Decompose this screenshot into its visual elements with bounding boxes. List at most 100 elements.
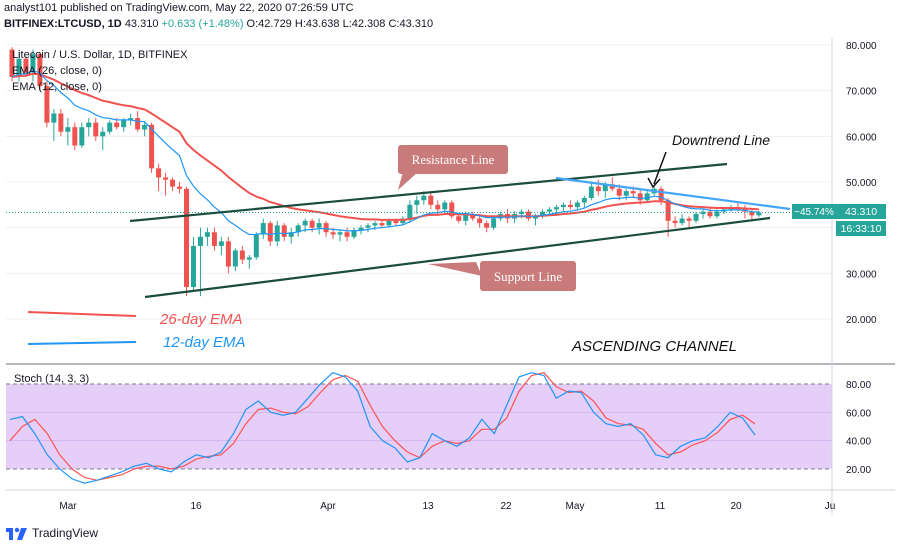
candle-body (623, 191, 629, 196)
candle-body (93, 122, 99, 137)
candle-body (665, 200, 671, 221)
candle-body (700, 211, 706, 214)
close-value: C:43.310 (388, 18, 434, 30)
candle-body (204, 232, 210, 237)
open-value: O:42.729 (246, 18, 292, 30)
stoch-d-line (9, 372, 756, 481)
candle-body (630, 191, 636, 194)
time-tick-label: 13 (422, 501, 434, 512)
candle-body (288, 232, 294, 237)
price-axis[interactable]: 80.00070.00060.00050.00040.00030.00020.0… (846, 41, 877, 326)
stoch-label: Stoch (14, 3, 3) (14, 373, 89, 385)
candle-body (128, 118, 134, 121)
last-price-tag-text: 43.310 (845, 206, 877, 218)
low-value: L:42.308 (342, 18, 386, 30)
candle-body (519, 211, 525, 214)
candle-body (484, 223, 490, 228)
candle-body (365, 225, 371, 228)
candle-body (23, 58, 29, 73)
last-price-tag (836, 204, 886, 219)
candle-body (177, 186, 183, 189)
time-tick-label: 20 (730, 501, 742, 512)
candle-body (414, 200, 420, 205)
candle-body (407, 204, 413, 219)
candle-body (616, 188, 622, 196)
candle-body (184, 188, 189, 288)
candle-body (65, 127, 71, 132)
candle-body (344, 232, 350, 237)
candle-body (197, 236, 203, 246)
candle-body (302, 220, 308, 226)
price-tick-label: 60.000 (846, 132, 877, 143)
time-axis[interactable]: Mar 16 Apr 13 22 May 11 20 Ju (59, 501, 835, 512)
price-tick-label: 50.000 (846, 178, 877, 189)
candle-body (595, 186, 601, 192)
price-tick-label: 70.000 (846, 87, 877, 98)
stoch-tick-label: 40.00 (846, 437, 871, 448)
candle-body (107, 122, 113, 132)
candle-body (379, 223, 385, 226)
candle-body (30, 54, 36, 73)
candle-body (16, 58, 22, 77)
last-price: 43.310 (124, 18, 159, 30)
candle-body (679, 218, 685, 224)
candle-body (337, 232, 343, 235)
pct-change-text: −45.74% (794, 207, 834, 218)
resistance-callout (398, 145, 508, 174)
candle-body (190, 245, 196, 288)
tradingview-branding[interactable]: TradingView (6, 526, 98, 540)
candle-body (323, 223, 329, 233)
price-tick-label: 30.000 (846, 269, 877, 280)
downtrend-label: Downtrend Line (672, 132, 770, 148)
tradingview-logo-icon (6, 527, 27, 540)
stoch-axis[interactable]: 80.00 60.00 40.00 20.00 (846, 380, 871, 476)
symbol-summary: BITFINEX:LTCUSD, 1D 43.310 +0.633 (+1.48… (4, 18, 433, 30)
candle-body (421, 195, 427, 201)
candle-body (142, 124, 148, 130)
candle-body (316, 223, 322, 228)
support-label: Support Line (494, 269, 562, 284)
candle-body (714, 211, 720, 217)
price-tick-label: 20.000 (846, 315, 877, 326)
candle-body (588, 186, 594, 198)
candle-body (156, 168, 162, 178)
candle-body (686, 218, 692, 221)
candle-body (267, 223, 273, 242)
downtrend-arrow-head (647, 177, 661, 189)
support-channel-line (144, 216, 771, 299)
candle-body (442, 202, 448, 210)
candle-body (574, 202, 580, 208)
downtrend-line (555, 176, 791, 211)
candle-body (386, 220, 392, 226)
stoch-k-line (9, 372, 756, 484)
candle-body (253, 234, 259, 258)
publisher-line: analyst101 published on TradingView.com,… (4, 2, 354, 14)
time-tick-label: Apr (320, 501, 336, 512)
candle-body (121, 120, 127, 128)
candle-body (567, 204, 573, 208)
tradingview-text: TradingView (32, 526, 99, 540)
candle-body (225, 241, 231, 267)
candle-body (309, 220, 315, 228)
candle-body (135, 118, 141, 130)
time-tick-label: May (566, 501, 585, 512)
candle-body (581, 197, 587, 203)
pct-change-tag (792, 204, 836, 219)
time-tick-label: 11 (655, 501, 666, 512)
symbol[interactable]: BITFINEX:LTCUSD, 1D (4, 18, 122, 30)
candle-body (456, 216, 462, 221)
candle-body (491, 218, 497, 228)
candle-body (707, 211, 713, 217)
candle-body (449, 202, 455, 217)
countdown-text: 16:33:10 (841, 223, 882, 235)
candle-body (602, 184, 608, 192)
candle-body (393, 220, 399, 224)
candle-body (435, 204, 441, 210)
high-value: H:43.638 (294, 18, 340, 30)
candle-body (100, 131, 106, 137)
stoch-band (6, 384, 832, 469)
candle-body (295, 225, 301, 233)
support-callout-pointer (428, 262, 482, 276)
ema12-legend-label: 12-day EMA (163, 334, 246, 351)
